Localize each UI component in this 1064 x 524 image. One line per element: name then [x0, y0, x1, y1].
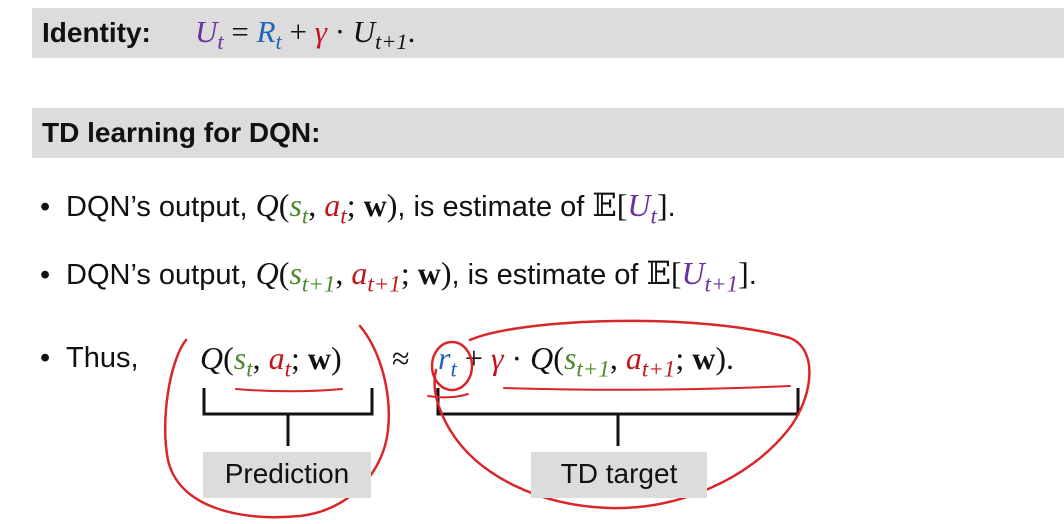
identity-gamma: γ — [314, 14, 327, 49]
prediction-label: Prediction — [203, 452, 371, 498]
reward-underline — [427, 393, 469, 399]
bullet-3-pre: Thus, — [66, 342, 139, 374]
comma: , — [609, 340, 626, 376]
period: . — [725, 340, 734, 376]
identity-eq: = — [223, 14, 257, 49]
bullet-dot: • — [40, 191, 51, 223]
bullet-1: • DQN’s output, Q(st, at; w), is estimate… — [40, 186, 676, 229]
target-Q: Q — [530, 340, 554, 376]
bullet-dot: • — [40, 342, 51, 374]
prediction-Q: Q — [200, 340, 224, 376]
bullet-3: • Thus, — [40, 342, 139, 375]
bracket: ] — [738, 255, 749, 291]
paren: ( — [278, 187, 290, 223]
approx: ≈ — [392, 340, 410, 376]
bullet-2: • DQN’s output, Q(st+1, at+1; w), is esti… — [40, 254, 757, 297]
paren: ) — [331, 340, 342, 376]
semicolon: ; — [346, 187, 364, 223]
reward-circle-annotation — [430, 340, 474, 392]
identity-label: Identity: — [42, 17, 151, 48]
prediction-expression: Q(st, at; w) — [200, 340, 342, 382]
target-gamma: γ — [490, 340, 504, 376]
bullet-2-U: Ut+1 — [681, 255, 739, 297]
prediction-w: w — [307, 340, 332, 376]
bullet-1-Q: Q — [255, 187, 279, 223]
bullet-2-end: . — [748, 259, 757, 291]
bullet-2-Q: Q — [255, 255, 279, 291]
identity-plus: + — [281, 14, 315, 49]
bullet-2-a: at+1 — [351, 255, 401, 297]
paren: ) — [715, 340, 726, 376]
identity-U: Ut — [195, 14, 224, 55]
target-r: rt — [438, 340, 457, 382]
prediction-s: st — [233, 340, 253, 382]
bullet-dot: • — [40, 259, 51, 291]
target-s: st+1 — [563, 340, 610, 382]
paren: ( — [553, 340, 564, 376]
target-a: at+1 — [625, 340, 676, 382]
bullet-1-pre: DQN’s output, — [66, 191, 256, 223]
bullet-1-U: Ut — [627, 187, 657, 229]
td-target-underline — [503, 385, 791, 391]
bullet-2-mid: , is estimate of — [451, 259, 647, 291]
identity-row: Identity: Ut = Rt + γ · Ut+1. — [42, 14, 415, 55]
paren: ) — [386, 187, 398, 223]
bullet-2-w: w — [417, 255, 441, 291]
td-target-expression: rt + γ · Q(st+1, at+1; w). — [438, 340, 734, 382]
expectation-symbol: 𝔼 — [592, 187, 617, 223]
prediction-brace — [202, 388, 374, 446]
bullet-2-s: st+1 — [289, 255, 336, 297]
bracket: [ — [616, 187, 628, 223]
td-target-brace — [436, 388, 800, 446]
comma: , — [308, 187, 325, 223]
dot: · — [503, 340, 531, 376]
prediction-a: at — [268, 340, 292, 382]
semicolon: ; — [675, 340, 693, 376]
semicolon: ; — [291, 340, 308, 376]
identity-period: . — [407, 14, 416, 49]
bullet-1-s: st — [289, 187, 309, 229]
paren: ) — [440, 255, 452, 291]
plus: + — [456, 340, 491, 376]
section-bar: TD learning for DQN: — [32, 108, 1064, 158]
comma: , — [252, 340, 269, 376]
prediction-circle-annotation — [163, 324, 390, 519]
target-w: w — [692, 340, 716, 376]
identity-U-next: Ut+1 — [352, 14, 408, 55]
bullet-1-a: at — [324, 187, 347, 229]
paren: ( — [278, 255, 290, 291]
bracket: [ — [670, 255, 682, 291]
approx-symbol: ≈ — [392, 340, 410, 377]
bullet-1-mid: , is estimate of — [397, 191, 593, 223]
expectation-symbol: 𝔼 — [646, 255, 671, 291]
bracket: ] — [656, 187, 668, 223]
bullet-2-pre: DQN’s output, — [66, 259, 256, 291]
identity-bar: Identity: Ut = Rt + γ · Ut+1. — [32, 8, 1064, 58]
identity-dot: · — [326, 14, 353, 49]
prediction-underline — [235, 388, 343, 393]
bullet-1-w: w — [363, 187, 387, 223]
section-title: TD learning for DQN: — [42, 117, 321, 148]
semicolon: ; — [400, 255, 418, 291]
identity-R: Rt — [256, 14, 282, 55]
comma: , — [335, 255, 352, 291]
td-target-circle-annotation — [433, 319, 811, 510]
td-target-label: TD target — [531, 452, 707, 498]
bullet-1-end: . — [667, 191, 676, 223]
paren: ( — [223, 340, 234, 376]
